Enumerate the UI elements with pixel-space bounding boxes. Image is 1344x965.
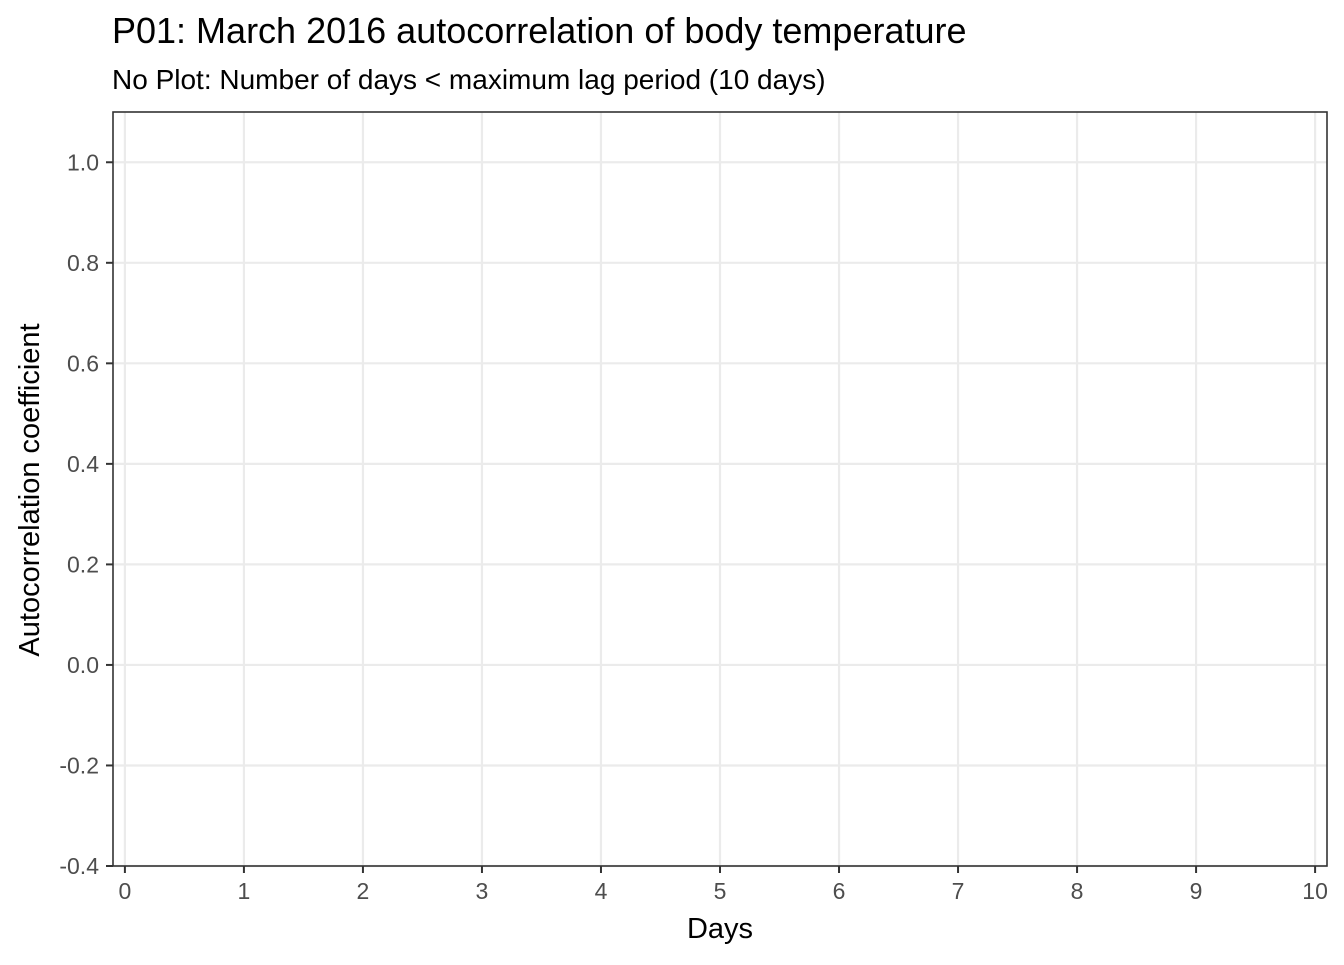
y-tick-label: -0.2 (59, 752, 99, 778)
y-tick-label: 0.4 (67, 451, 99, 477)
x-tick-label: 0 (119, 878, 132, 904)
x-tick-label: 1 (238, 878, 251, 904)
chart-title: P01: March 2016 autocorrelation of body … (112, 10, 967, 51)
y-tick-label: 0.6 (67, 350, 99, 376)
x-tick-label: 10 (1302, 878, 1328, 904)
plot-area (112, 111, 1328, 868)
gridlines (113, 112, 1327, 868)
x-axis-title: Days (687, 913, 753, 945)
x-tick-label: 8 (1071, 878, 1084, 904)
y-tick-label: 0.0 (67, 652, 99, 678)
x-tick-label: 6 (833, 878, 846, 904)
x-tick-label: 4 (595, 878, 608, 904)
x-axis: 0 1 2 3 4 5 6 7 8 9 10 (119, 866, 1328, 904)
x-tick-label: 9 (1190, 878, 1203, 904)
y-axis: -0.4 -0.2 0.0 0.2 0.4 0.6 0.8 1.0 (59, 149, 113, 879)
y-tick-label: 0.2 (67, 551, 99, 577)
y-tick-label: 1.0 (67, 149, 99, 175)
x-tick-label: 2 (357, 878, 370, 904)
x-tick-label: 5 (714, 878, 727, 904)
x-tick-label: 7 (952, 878, 965, 904)
y-axis-title: Autocorrelation coefficient (14, 323, 46, 656)
y-tick-label: 0.8 (67, 250, 99, 276)
y-tick-label: -0.4 (59, 853, 99, 879)
x-tick-label: 3 (476, 878, 489, 904)
chart-subtitle: No Plot: Number of days < maximum lag pe… (112, 64, 826, 95)
